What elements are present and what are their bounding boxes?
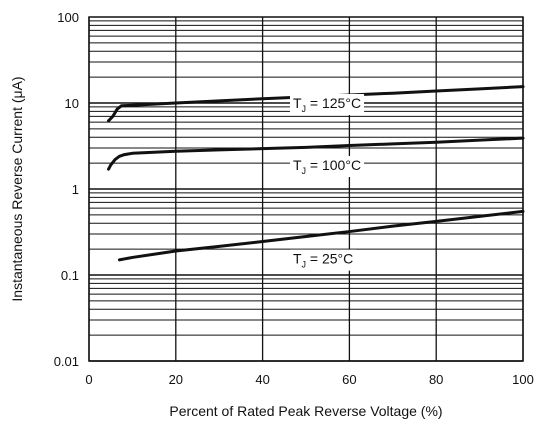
y-tick-label: 1 [72,182,79,197]
x-tick-label: 20 [169,372,183,387]
series-label-rest: = 25°C [306,251,353,267]
series-label-main: T [293,95,302,111]
y-tick-label: 10 [65,96,79,111]
plot-frame [88,16,524,362]
x-tick-label: 100 [512,372,534,387]
series-label-background [289,249,357,271]
series-label-subscript: J [302,104,307,114]
y-tick-label: 0.01 [54,354,79,369]
series-label-subscript: J [302,166,307,176]
series-line-1 [107,85,525,123]
series-layer [107,85,525,262]
series-label-1: TJ = 125°C [289,94,365,115]
series-label-text: TJ = 125°C [293,95,361,114]
x-axis-title: Percent of Rated Peak Reverse Voltage (%… [169,403,442,419]
x-tick-label: 0 [85,372,92,387]
x-tick-label: 80 [429,372,443,387]
labels-layer: TJ = 125°CTJ = 100°CTJ = 25°C [289,94,365,271]
series-label-main: T [293,157,302,173]
series-label-rest: = 125°C [306,95,361,111]
series-label-3: TJ = 25°C [289,249,357,271]
series-label-text: TJ = 25°C [293,251,353,270]
y-axis-title: Instantaneous Reverse Current (μA) [9,76,25,301]
series-label-subscript: J [302,260,307,270]
series-label-2: TJ = 100°C [289,156,365,178]
x-tick-label: 60 [342,372,356,387]
series-label-rest: = 100°C [306,157,361,173]
series-label-background [289,156,365,178]
y-tick-label: 100 [57,10,79,25]
series-line-2 [107,136,525,171]
series-label-main: T [293,251,302,267]
series-label-text: TJ = 100°C [293,157,361,176]
y-tick-label: 0.1 [61,268,79,283]
series-label-background [289,94,365,115]
axes-layer: 0 20 40 60 80 100 0.01 0.1 1 10 100 [54,10,534,387]
x-tick-label: 40 [255,372,269,387]
series-line-3 [117,209,525,262]
